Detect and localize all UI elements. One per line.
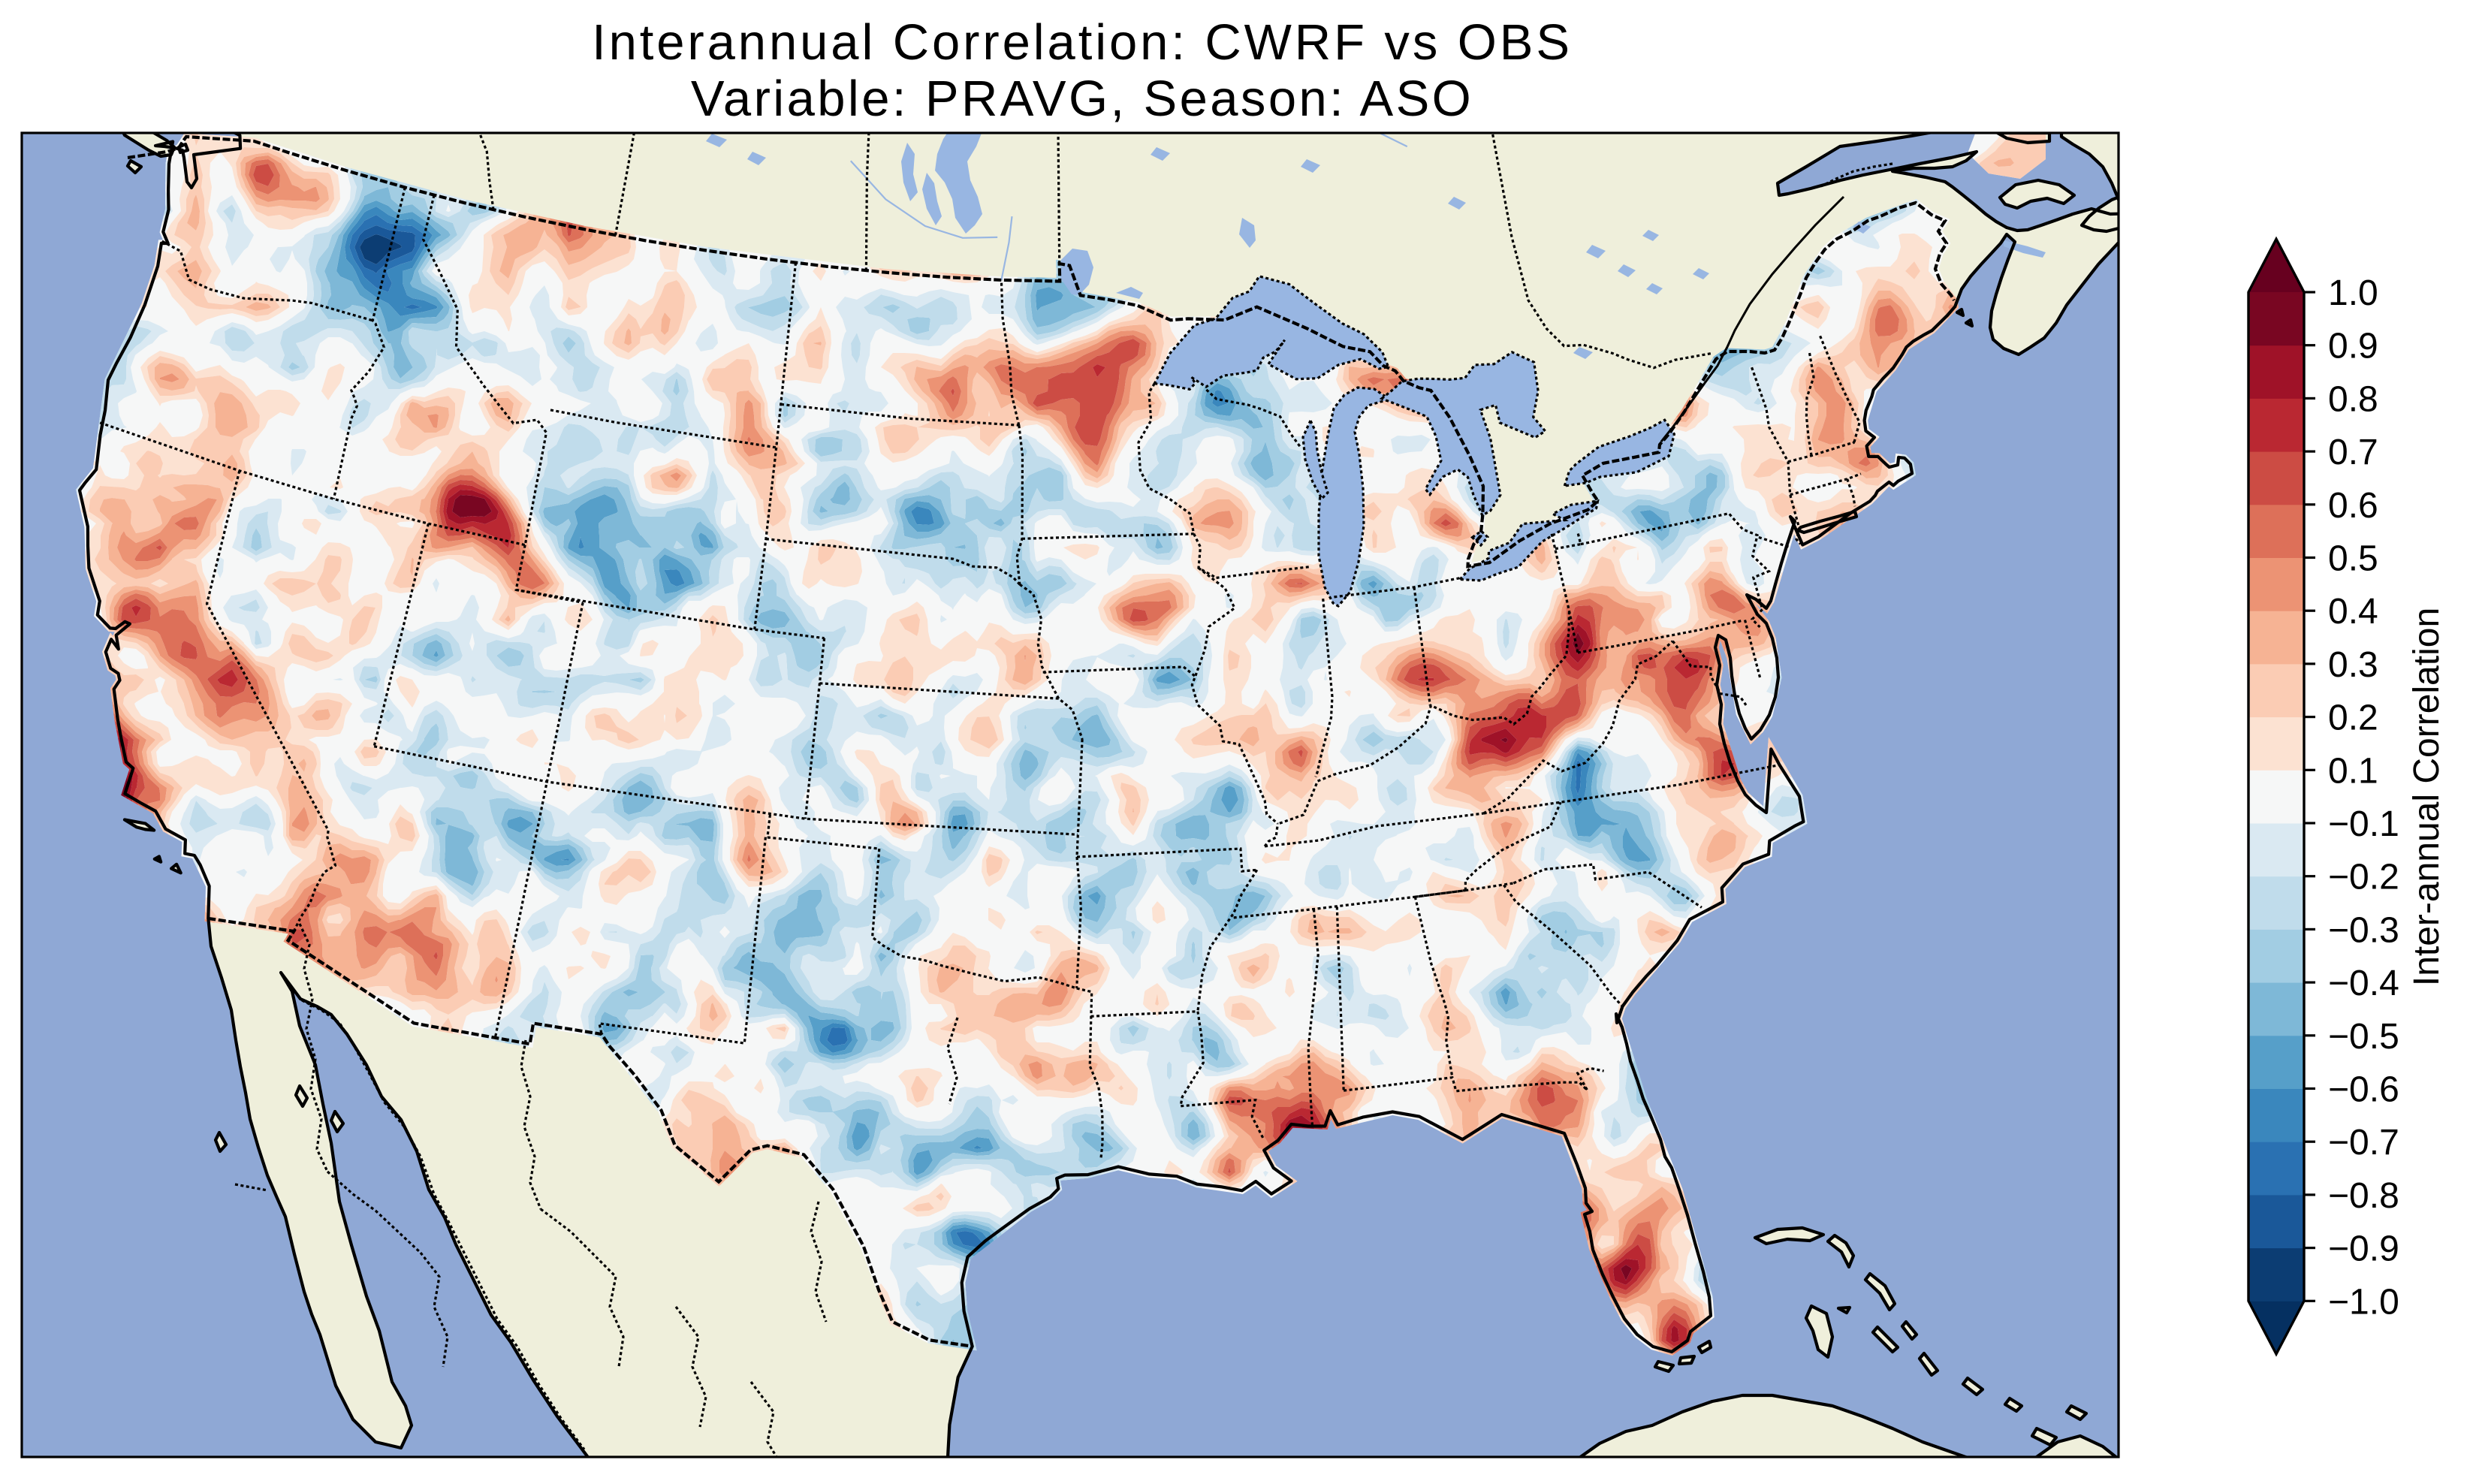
svg-text:0.7: 0.7: [2328, 433, 2378, 472]
svg-text:−0.9: −0.9: [2328, 1229, 2399, 1269]
svg-text:0.9: 0.9: [2328, 327, 2378, 366]
svg-text:0.2: 0.2: [2328, 698, 2378, 738]
svg-text:Interannual Correlation: CWRF: Interannual Correlation: CWRF vs OBS: [592, 14, 1573, 71]
svg-text:−0.3: −0.3: [2328, 910, 2399, 950]
svg-text:−0.4: −0.4: [2328, 964, 2399, 1003]
svg-text:−0.6: −0.6: [2328, 1070, 2399, 1110]
svg-text:0.6: 0.6: [2328, 486, 2378, 526]
svg-text:Variable: PRAVG, Season: ASO: Variable: PRAVG, Season: ASO: [691, 71, 1473, 127]
svg-text:−0.2: −0.2: [2328, 858, 2399, 897]
svg-text:−0.7: −0.7: [2328, 1123, 2399, 1163]
svg-text:−0.1: −0.1: [2328, 804, 2399, 844]
svg-text:Inter-annual Correlation: Inter-annual Correlation: [2407, 608, 2447, 986]
svg-text:−0.5: −0.5: [2328, 1017, 2399, 1057]
svg-text:−0.8: −0.8: [2328, 1176, 2399, 1216]
svg-text:−1.0: −1.0: [2328, 1282, 2399, 1322]
svg-text:0.8: 0.8: [2328, 379, 2378, 419]
svg-text:0.4: 0.4: [2328, 592, 2378, 632]
svg-text:0.3: 0.3: [2328, 645, 2378, 685]
svg-text:0.1: 0.1: [2328, 751, 2378, 791]
svg-text:1.0: 1.0: [2328, 273, 2378, 313]
svg-text:0.5: 0.5: [2328, 539, 2378, 579]
